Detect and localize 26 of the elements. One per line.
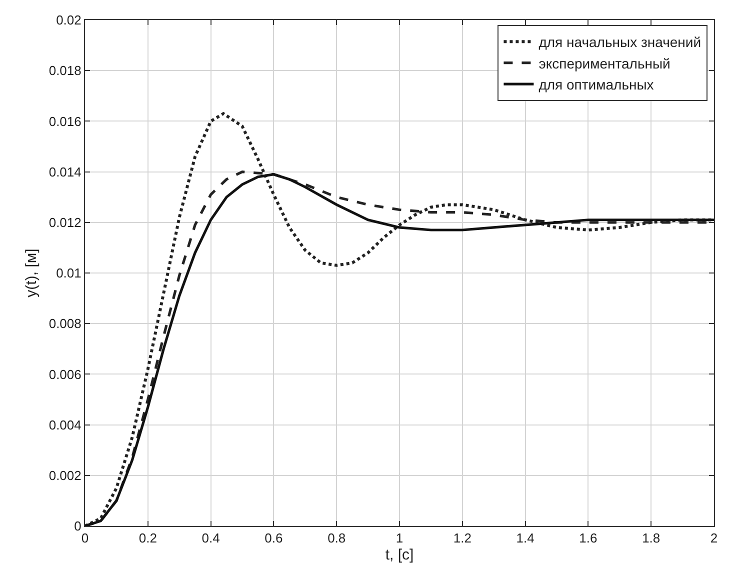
legend-label: экспериментальный (538, 55, 670, 72)
x-tick-label: 1.4 (516, 530, 534, 546)
y-tick-label: 0.008 (48, 316, 82, 332)
legend-label: для оптимальных (538, 76, 654, 93)
y-axis-title: y(t), [м] (23, 248, 40, 298)
y-tick-label: 0.01 (56, 266, 82, 281)
y-tick-label: 0.02 (56, 12, 82, 28)
x-tick-label: 0.8 (328, 530, 346, 546)
y-tick-label: 0.012 (48, 214, 82, 230)
y-tick-label: 0.016 (48, 114, 82, 129)
y-tick-label: 0.018 (48, 63, 82, 78)
x-tick-label: 1 (396, 530, 404, 546)
x-tick-label: 1.2 (453, 530, 472, 546)
y-tick-label: 0 (74, 518, 82, 534)
y-tick-label: 0.004 (48, 417, 82, 432)
x-tick-label: 2 (710, 530, 718, 546)
x-axis-title: t, [c] (385, 546, 414, 564)
x-tick-label: 1.6 (579, 530, 598, 546)
x-tick-label: 1.8 (642, 530, 660, 546)
y-tick-label: 0.006 (48, 366, 82, 382)
y-tick-label: 0.002 (48, 468, 82, 483)
x-tick-label: 0.6 (264, 530, 283, 546)
y-tick-label: 0.014 (48, 164, 82, 180)
x-tick-label: 0.4 (202, 530, 220, 546)
legend-label: для начальных значений (538, 34, 702, 50)
x-tick-label: 0.2 (138, 530, 157, 546)
